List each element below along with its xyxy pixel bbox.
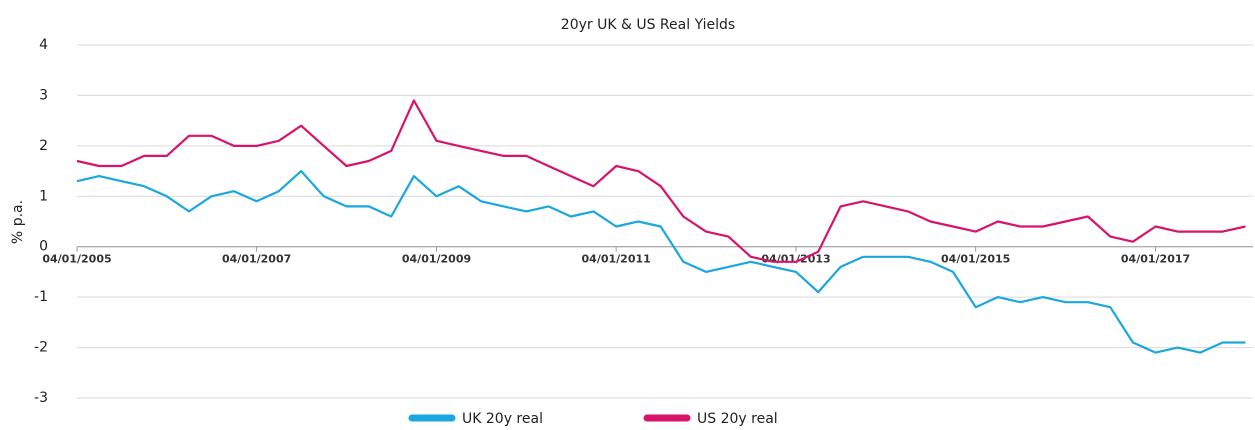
y-tick-label: -2	[34, 340, 48, 356]
y-tick-label: 0	[39, 239, 48, 255]
x-tick-label: 04/01/2011	[582, 253, 651, 266]
y-tick-label: 4	[39, 37, 48, 53]
series-line	[76, 170, 1246, 354]
legend-label: UK 20y real	[462, 411, 543, 427]
y-axis-label: % p.a.	[10, 200, 26, 244]
y-tick-label: -3	[34, 390, 48, 406]
y-tick-label: 1	[39, 188, 48, 204]
y-tick-label: 3	[39, 87, 48, 103]
series-line	[76, 99, 1246, 263]
x-tick-label: 04/01/2007	[222, 253, 291, 266]
chart-title: 20yr UK & US Real Yields	[561, 17, 735, 33]
x-tick-label: 04/01/2009	[402, 253, 471, 266]
x-tick-label: 04/01/2015	[941, 253, 1010, 266]
x-tick-label: 04/01/2017	[1121, 253, 1190, 266]
x-tick-label: 04/01/2013	[761, 253, 830, 266]
legend-label: US 20y real	[697, 411, 778, 427]
y-tick-label: 2	[39, 138, 48, 154]
y-tick-label: -1	[34, 289, 48, 305]
x-tick-label: 04/01/2005	[42, 253, 111, 266]
